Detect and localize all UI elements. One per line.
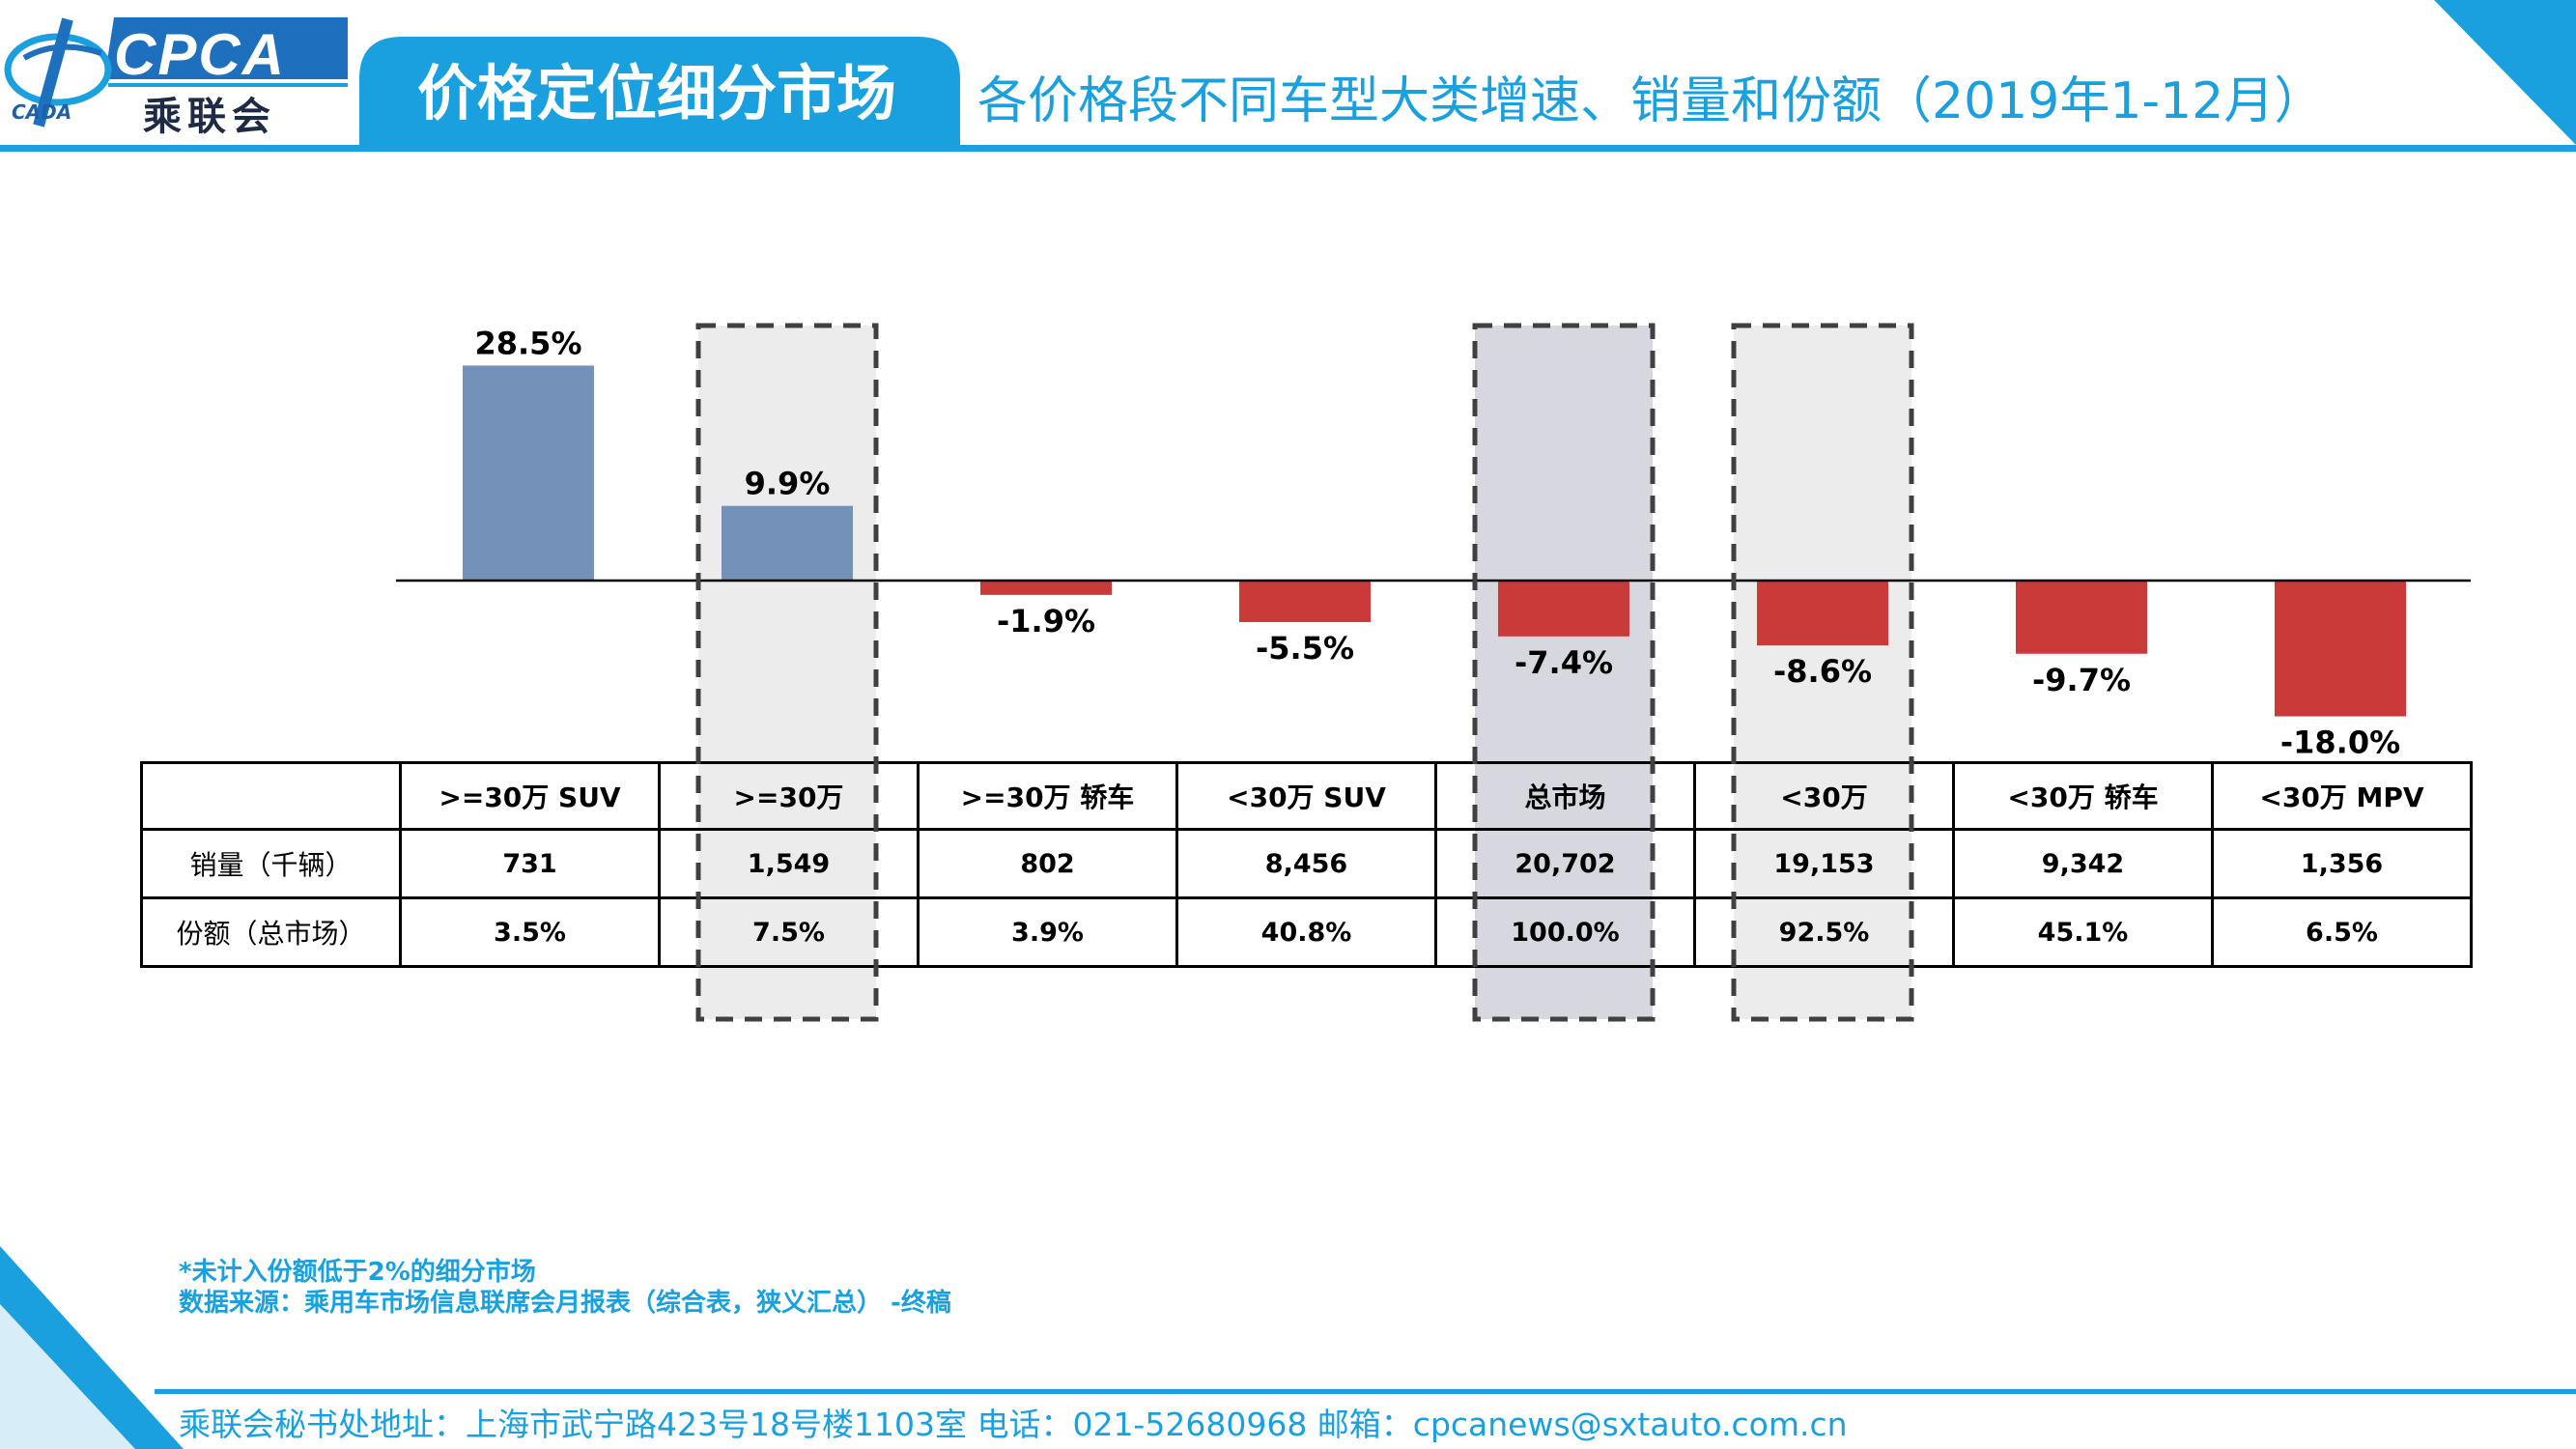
table-cell: 1,549 <box>658 828 920 899</box>
table-cell: 731 <box>399 828 661 899</box>
table-cell: 100.0% <box>1434 896 1696 968</box>
corner-triangle-bottom-left <box>0 1246 184 1449</box>
logo-emblem-icon <box>4 17 112 128</box>
header-underline <box>0 145 2576 152</box>
column-header: >=30万 SUV <box>399 761 661 831</box>
table-cell: 9,342 <box>1952 828 2214 899</box>
data-label: -8.6% <box>1773 653 1872 690</box>
bar <box>722 505 853 581</box>
logo-banner <box>104 17 348 79</box>
section-title-tab <box>359 37 960 152</box>
table-cell: 3.5% <box>399 896 661 968</box>
bar <box>980 581 1112 595</box>
column-header: >=30万 轿车 <box>917 761 1178 831</box>
bar <box>1498 581 1629 637</box>
footnote: *未计入份额低于2%的细分市场 <box>179 1258 536 1287</box>
footer-divider <box>155 1389 2576 1394</box>
column-header: 总市场 <box>1434 761 1696 831</box>
bar <box>463 365 594 581</box>
table-corner-cell <box>140 761 402 831</box>
bar <box>2275 581 2406 717</box>
data-label: 9.9% <box>745 466 831 502</box>
data-label: -7.4% <box>1514 644 1613 681</box>
header-bar <box>0 0 2576 152</box>
bar <box>1239 581 1371 622</box>
footer-contact: 乘联会秘书处地址：上海市武宁路423号18号楼1103室 电话：021-5268… <box>179 1406 1848 1443</box>
table-cell: 802 <box>917 828 1178 899</box>
table-cell: 19,153 <box>1693 828 1955 899</box>
column-header: <30万 轿车 <box>1952 761 2214 831</box>
row-label: 销量（千辆） <box>140 828 402 899</box>
table-row: 份额（总市场） 3.5% 7.5% 3.9% 40.8% 100.0% 92.5% 45.1%… <box>140 896 2473 968</box>
table-row: 销量（千辆） 731 1,549 802 8,456 20,702 19,153 9,342 1… <box>140 828 2473 899</box>
data-label: -5.5% <box>1256 630 1354 667</box>
data-source-note: 数据来源：乘用车市场信息联席会月报表（综合表，狭义汇总） -终稿 <box>179 1289 951 1318</box>
table-cell: 92.5% <box>1693 896 1955 968</box>
table-cell: 6.5% <box>2211 896 2473 968</box>
logo-chinese-name: 乘联会 <box>143 95 276 139</box>
table-cell: 20,702 <box>1434 828 1696 899</box>
page-subtitle: 各价格段不同车型大类增速、销量和份额（2019年1-12月） <box>977 72 2325 130</box>
column-header: <30万 SUV <box>1175 761 1437 831</box>
logo-stripe <box>108 83 348 87</box>
row-label: 份额（总市场） <box>140 896 402 968</box>
column-header: <30万 <box>1693 761 1955 831</box>
corner-triangle-top-right <box>2434 0 2576 145</box>
column-header: >=30万 <box>658 761 920 831</box>
section-title: 价格定位细分市场 <box>416 58 896 128</box>
table-cell: 40.8% <box>1175 896 1437 968</box>
data-label: -18.0% <box>2280 724 2400 761</box>
bar <box>2016 581 2147 654</box>
data-label: -9.7% <box>2032 662 2131 698</box>
table-header-row: >=30万 SUV >=30万 >=30万 轿车 <30万 SUV 总市场 <30万 <30… <box>140 761 2473 831</box>
table-cell: 7.5% <box>658 896 920 968</box>
table-cell: 45.1% <box>1952 896 2214 968</box>
table-cell: 8,456 <box>1175 828 1437 899</box>
logo-subtitle: CADA <box>12 100 72 124</box>
data-label: 28.5% <box>474 325 581 361</box>
data-label: -1.9% <box>997 603 1095 639</box>
logo-text: CPCA <box>114 22 287 87</box>
data-table: >=30万 SUV >=30万 >=30万 轿车 <30万 SUV 总市场 <30万 <30… <box>140 761 2473 968</box>
table-cell: 3.9% <box>917 896 1178 968</box>
column-header: <30万 MPV <box>2211 761 2473 831</box>
table-cell: 1,356 <box>2211 828 2473 899</box>
bar <box>1757 581 1888 646</box>
